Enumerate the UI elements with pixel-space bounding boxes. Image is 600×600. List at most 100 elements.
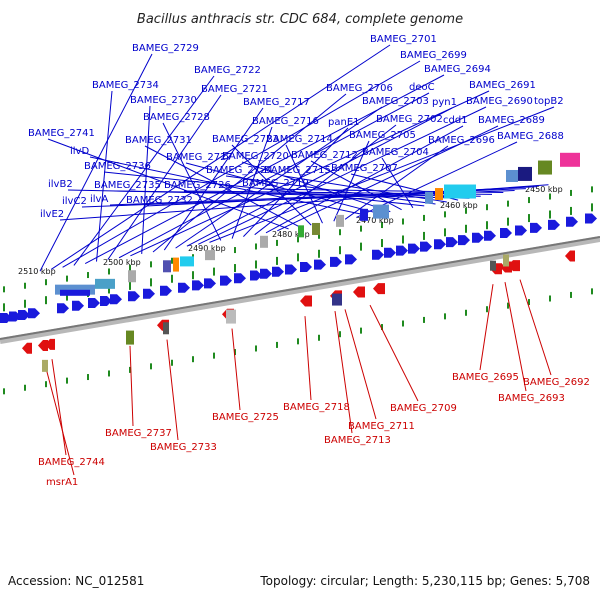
gene-label[interactable]: BAMEG_2732 (126, 195, 193, 206)
tick-tracks (3, 186, 593, 395)
gene-label[interactable]: deoC (409, 82, 435, 93)
gene-label[interactable]: BAMEG_2696 (428, 135, 495, 146)
leader-line (197, 106, 487, 245)
gene-label[interactable]: BAMEG_2737 (105, 428, 172, 439)
gene-label[interactable]: topB2 (534, 96, 564, 107)
gene-label[interactable]: msrA1 (46, 477, 78, 488)
gene-label[interactable]: BAMEG_2688 (497, 131, 564, 142)
plus-gene-arrow (420, 241, 432, 252)
plus-gene-box (425, 191, 433, 204)
gene-label[interactable]: BAMEG_2713 (324, 435, 391, 446)
gene-label[interactable]: BAMEG_2714 (266, 134, 333, 145)
plus-gene-box (518, 166, 532, 181)
leader-line (285, 144, 323, 224)
gene-label[interactable]: BAMEG_2706 (326, 83, 393, 94)
plus-gene-arrow (585, 213, 597, 224)
leader-line (47, 138, 289, 230)
gene-label[interactable]: BAMEG_2695 (452, 372, 519, 383)
gene-label[interactable]: BAMEG_2734 (92, 80, 159, 91)
minus-gene-box (503, 254, 509, 267)
gene-label[interactable]: BAMEG_2729 (132, 43, 199, 54)
plus-gene-arrow (128, 291, 140, 302)
gene-label[interactable]: BAMEG_2722 (194, 65, 261, 76)
plus-gene-arrow (28, 308, 40, 319)
gene-label[interactable]: BAMEG_2735 (94, 180, 161, 191)
plus-gene-box (128, 270, 136, 283)
plus-gene-arrow (18, 309, 30, 320)
gene-label[interactable]: ilvC2 (62, 196, 87, 207)
gene-label[interactable]: BAMEG_2690 (466, 96, 533, 107)
gene-label[interactable]: panE1 (328, 117, 360, 128)
minus-gene-arrow (565, 250, 575, 262)
gene-label[interactable]: BAMEG_2719 (242, 178, 309, 189)
plus-gene-box (260, 235, 268, 248)
gene-label[interactable]: BAMEG_2736 (84, 161, 151, 172)
gene-label[interactable]: BAMEG_2693 (498, 393, 565, 404)
gene-label[interactable]: BAMEG_2724 (206, 165, 273, 176)
gene-label[interactable]: cdd1 (443, 115, 468, 126)
plus-gene-box (95, 278, 115, 289)
gene-label[interactable]: BAMEG_2744 (38, 457, 105, 468)
gene-label[interactable]: BAMEG_2741 (28, 128, 95, 139)
gene-label[interactable]: BAMEG_2723 (212, 134, 279, 145)
leader-line (381, 157, 414, 209)
gene-label[interactable]: BAMEG_2705 (349, 130, 416, 141)
minus-gene-arrow (373, 283, 385, 295)
plus-gene-arrow (192, 280, 204, 291)
gene-label[interactable]: BAMEG_2689 (478, 115, 545, 126)
leader-line (277, 125, 499, 232)
plus-gene-arrow (285, 264, 297, 275)
gene-label[interactable]: BAMEG_2718 (283, 402, 350, 413)
leader-line (129, 345, 134, 427)
gene-label[interactable]: BAMEG_2728 (143, 112, 210, 123)
minus-gene-arrow (38, 340, 48, 352)
gene-label[interactable]: BAMEG_2699 (400, 50, 467, 61)
gene-label[interactable]: BAMEG_2726 (164, 180, 231, 191)
gene-label[interactable]: BAMEG_2717 (243, 97, 310, 108)
plus-gene-arrow (110, 294, 122, 305)
gene-label[interactable]: BAMEG_2704 (362, 147, 429, 158)
gene-label[interactable]: BAMEG_2703 (362, 96, 429, 107)
gene-label[interactable]: ilvB2 (48, 179, 73, 190)
scale-label: 2470 kbp (356, 216, 394, 225)
leader-line (241, 161, 391, 213)
gene-label[interactable]: ilvD (70, 146, 89, 157)
plus-gene-arrow (72, 300, 84, 311)
leader-line (152, 93, 347, 253)
gene-label[interactable]: BAMEG_2691 (469, 80, 536, 91)
gene-label[interactable]: BAMEG_2702 (376, 114, 443, 125)
gene-label[interactable]: BAMEG_2707 (331, 163, 398, 174)
plus-gene-arrow (330, 256, 342, 267)
gene-label[interactable]: BAMEG_2731 (125, 135, 192, 146)
plus-gene-arrow (484, 230, 496, 241)
gene-label[interactable]: BAMEG_2692 (523, 377, 590, 388)
gene-label[interactable]: BAMEG_2720 (222, 151, 289, 162)
plus-gene-arrow (530, 222, 542, 233)
gene-label[interactable]: ilvE2 (40, 209, 64, 220)
plus-gene-box (560, 152, 580, 167)
gene-label[interactable]: BAMEG_2733 (150, 442, 217, 453)
gene-label[interactable]: BAMEG_2694 (424, 64, 491, 75)
gene-label[interactable]: ilvA (90, 194, 108, 205)
gene-label[interactable]: BAMEG_2711 (348, 421, 415, 432)
gene-label[interactable]: BAMEG_2725 (212, 412, 279, 423)
leader-line (479, 284, 494, 371)
plus-gene-arrow (566, 216, 578, 227)
gene-label[interactable]: pyn1 (432, 97, 457, 108)
gene-label[interactable]: BAMEG_2727 (166, 152, 233, 163)
gene-label[interactable]: BAMEG_2712 (291, 150, 358, 161)
gene-label[interactable]: BAMEG_2715 (264, 165, 331, 176)
minus-gene-box (126, 330, 134, 345)
plus-gene-box (435, 188, 443, 201)
minus-gene-arrow (508, 260, 520, 272)
gene-label[interactable]: BAMEG_2709 (390, 403, 457, 414)
leader-line (254, 124, 397, 236)
leader-line (144, 145, 301, 228)
gene-label[interactable]: BAMEG_2721 (201, 84, 268, 95)
gene-label[interactable]: BAMEG_2730 (130, 95, 197, 106)
scale-label: 2460 kbp (440, 201, 478, 210)
gene-label[interactable]: BAMEG_2716 (252, 116, 319, 127)
leader-line (96, 90, 113, 262)
gene-label[interactable]: BAMEG_2701 (370, 34, 437, 45)
plus-gene-box (180, 256, 194, 267)
